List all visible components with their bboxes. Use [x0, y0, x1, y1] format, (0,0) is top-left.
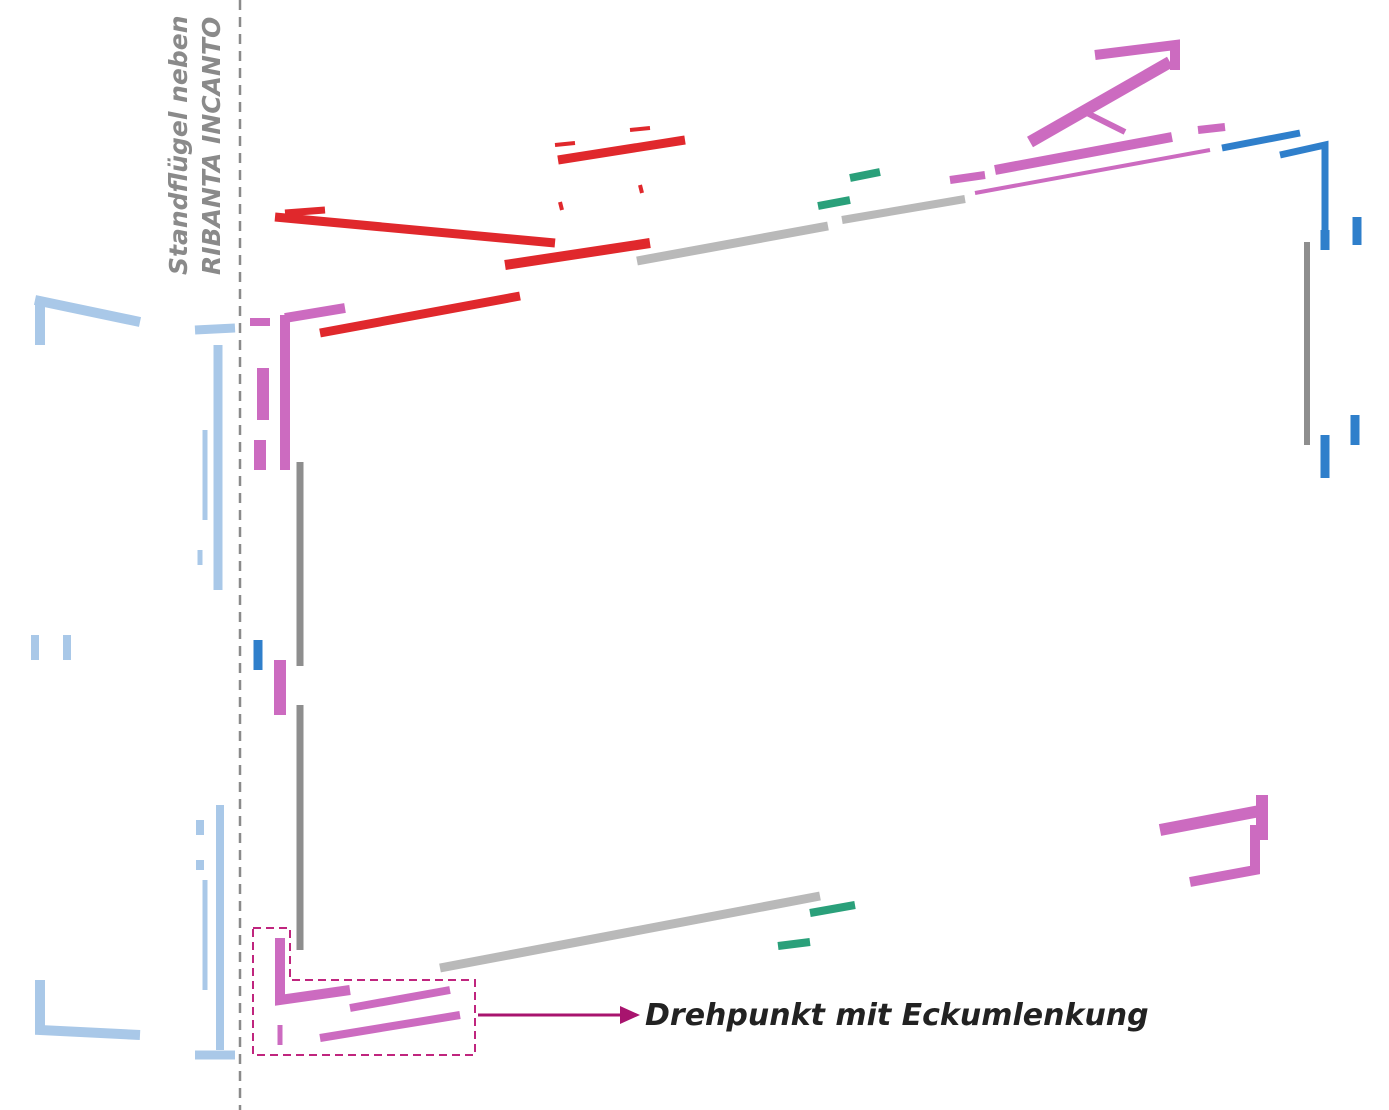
side-label-line2: RIBANTA INCANTO [197, 17, 226, 275]
pink-parts [250, 39, 1268, 1045]
red-parts [274, 126, 686, 338]
callout-box [252, 927, 476, 1056]
callout-arrowhead [620, 1006, 640, 1024]
green-parts [777, 168, 881, 950]
callout-label: Drehpunkt mit Eckumlenkung [645, 998, 1149, 1033]
side-label-line1: Standflügel neben [164, 15, 193, 275]
blue-parts [253, 129, 1362, 670]
rails [296, 195, 1310, 973]
lightblue-parts [31, 295, 236, 1060]
